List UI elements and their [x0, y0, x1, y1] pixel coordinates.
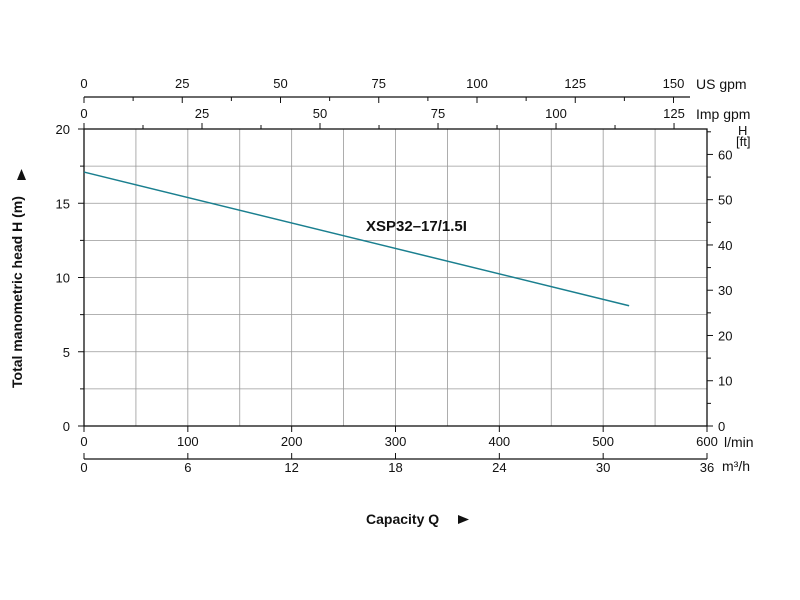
us-gpm-ticks: 0 25 50 75 100 125 150 — [80, 76, 684, 103]
x-tick-label-usgpm: 0 — [80, 76, 87, 91]
lmin-unit: l/min — [724, 434, 754, 450]
x-tick-label-impgpm: 125 — [663, 106, 685, 121]
us-gpm-unit: US gpm — [696, 76, 747, 92]
x-tick-label-lmin: 600 — [696, 434, 718, 449]
x-tick-label-impgpm: 25 — [195, 106, 209, 121]
y-tick-label-ft: 20 — [718, 328, 732, 343]
x-tick-label-lmin: 0 — [80, 434, 87, 449]
y-tick-label-ft: 50 — [718, 193, 732, 208]
x-tick-label-impgpm: 100 — [545, 106, 567, 121]
x-tick-label-lmin: 100 — [177, 434, 199, 449]
series-line-xsp32 — [83, 171, 630, 307]
x-tick-label-m3h: 12 — [284, 460, 298, 475]
y-tick-label-m: 5 — [63, 345, 70, 360]
y-tick-label-m: 0 — [63, 419, 70, 434]
y-tick-label-m: 20 — [56, 122, 70, 137]
y-tick-label-ft: 30 — [718, 283, 732, 298]
y-axis-arrow-icon — [17, 169, 26, 180]
y-tick-label-m: 10 — [56, 271, 70, 286]
x-tick-label-usgpm: 75 — [372, 76, 386, 91]
x-tick-label-impgpm: 75 — [431, 106, 445, 121]
m3h-ticks: 0 6 12 18 24 30 36 — [80, 453, 714, 475]
y-feet-unit-line2: [ft] — [736, 134, 750, 149]
x-tick-label-lmin: 200 — [281, 434, 303, 449]
x-tick-label-usgpm: 125 — [564, 76, 586, 91]
imp-gpm-unit: Imp gpm — [696, 106, 750, 122]
x-tick-label-m3h: 18 — [388, 460, 402, 475]
y-meter-ticks: 0 5 10 15 20 — [56, 122, 84, 434]
y-tick-label-ft: 60 — [718, 147, 732, 162]
x-tick-label-m3h: 36 — [700, 460, 714, 475]
m3h-unit: m³/h — [722, 458, 750, 474]
x-tick-label-usgpm: 50 — [273, 76, 287, 91]
series-label: XSP32–17/1.5I — [366, 218, 467, 235]
x-tick-label-m3h: 24 — [492, 460, 506, 475]
y-feet-ticks: 0 10 20 30 40 50 60 — [707, 131, 732, 434]
x-tick-label-impgpm: 50 — [313, 106, 327, 121]
y-feet-unit-line1: H — [738, 123, 747, 138]
y-axis-title: Total manometric head H (m) — [9, 196, 25, 388]
y-tick-label-m: 15 — [56, 196, 70, 211]
x-tick-label-usgpm: 150 — [663, 76, 685, 91]
x-tick-label-m3h: 30 — [596, 460, 610, 475]
x-axis-title: Capacity Q — [366, 511, 439, 527]
x-tick-label-usgpm: 100 — [466, 76, 488, 91]
x-axis-arrow-icon — [458, 515, 469, 524]
y-tick-label-ft: 0 — [718, 419, 725, 434]
x-tick-label-m3h: 0 — [80, 460, 87, 475]
lmin-ticks: 0 100 200 300 400 500 600 — [80, 426, 718, 449]
x-tick-label-lmin: 500 — [592, 434, 614, 449]
x-tick-label-m3h: 6 — [184, 460, 191, 475]
x-tick-label-lmin: 300 — [385, 434, 407, 449]
imp-gpm-ticks: 0 25 50 75 100 125 — [80, 106, 685, 129]
x-tick-label-impgpm: 0 — [80, 106, 87, 121]
x-tick-label-usgpm: 25 — [175, 76, 189, 91]
x-tick-label-lmin: 400 — [488, 434, 510, 449]
y-tick-label-ft: 40 — [718, 238, 732, 253]
y-tick-label-ft: 10 — [718, 374, 732, 389]
grid-lines — [84, 129, 707, 426]
